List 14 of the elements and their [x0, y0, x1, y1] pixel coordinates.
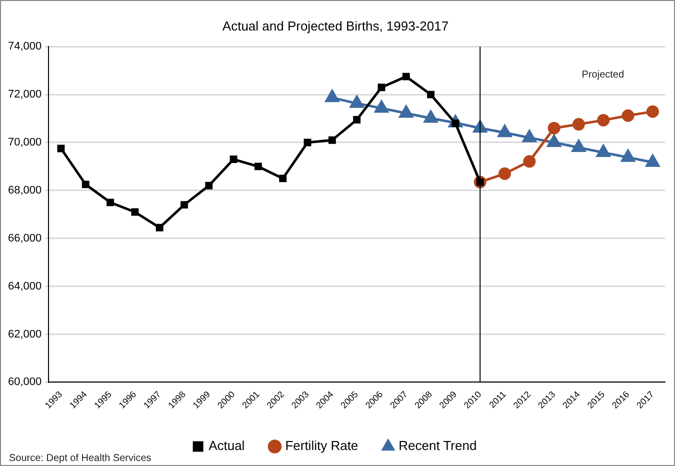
chart-title: Actual and Projected Births, 1993-2017: [222, 18, 449, 34]
y-tick-label: 72,000: [8, 88, 42, 101]
y-tick-label: 64,000: [8, 280, 42, 292]
y-tick-label: 70,000: [8, 136, 42, 149]
y-tick-label: 66,000: [8, 232, 42, 244]
y-tick-label: 74,000: [8, 40, 42, 53]
y-tick-label: 62,000: [8, 328, 42, 340]
source-note: Source: Dept of Health Services: [9, 452, 152, 464]
legend-label: Recent Trend: [398, 438, 477, 454]
legend-label: Actual: [208, 438, 245, 454]
annotation: Projected: [582, 69, 624, 80]
legend-label: Fertility Rate: [285, 438, 358, 454]
y-tick-label: 68,000: [8, 184, 42, 196]
y-tick-label: 60,000: [8, 376, 42, 388]
